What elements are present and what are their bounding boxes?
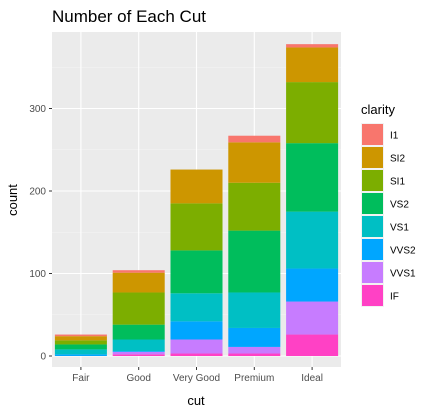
bar-segment-vs1-ideal <box>286 211 339 269</box>
legend: clarity I1 SI2 SI1 VS2 VS1 VVS2 VVS1 IF <box>361 102 416 307</box>
legend-title: clarity <box>361 102 395 117</box>
bar-segment-vvs2-premium <box>228 327 281 347</box>
bars <box>54 44 339 356</box>
legend-key-vvs1 <box>362 262 383 283</box>
x-tick-label: Premium <box>234 373 274 384</box>
bar-segment-vvs1-ideal <box>286 301 339 335</box>
legend-label-vvs2: VVS2 <box>390 246 416 257</box>
legend-label-vs1: VS1 <box>390 223 409 234</box>
y-axis-title: count <box>5 184 20 216</box>
legend-key-i1 <box>362 124 383 145</box>
bar-segment-vs1-fair <box>54 349 107 355</box>
bar-segment-si2-premium <box>228 142 281 183</box>
bar-segment-vvs1-good <box>112 351 165 355</box>
bar-segment-if-premium <box>228 353 281 356</box>
y-tick-label: 200 <box>29 187 46 198</box>
bar-segment-si1-premium <box>228 182 281 231</box>
y-tick-label: 300 <box>29 104 46 115</box>
legend-key-vvs2 <box>362 239 383 260</box>
bar-segment-i1-premium <box>228 135 281 143</box>
x-tick-label: Good <box>126 373 150 384</box>
bar-segment-si1-good <box>112 292 165 325</box>
legend-label-if: IF <box>390 292 399 303</box>
legend-key-if <box>362 285 383 306</box>
bar-segment-vvs2-very-good <box>170 321 223 340</box>
bar-segment-if-very-good <box>170 353 223 356</box>
bar-segment-vs1-premium <box>228 292 281 328</box>
bar-segment-si1-fair <box>54 340 107 345</box>
bar-segment-si2-good <box>112 272 165 293</box>
bar-segment-vs2-premium <box>228 230 281 293</box>
x-tick-label: Very Good <box>173 373 220 384</box>
legend-key-si1 <box>362 170 383 191</box>
y-axis: 0 100 200 300 <box>29 104 52 363</box>
y-tick-label: 0 <box>40 352 46 363</box>
bar-segment-vvs1-very-good <box>170 339 223 354</box>
x-axis: Fair Good Very Good Premium Ideal <box>72 367 323 384</box>
legend-label-i1: I1 <box>390 131 399 142</box>
bar-segment-vs1-very-good <box>170 293 223 322</box>
legend-key-si2 <box>362 147 383 168</box>
bar-segment-if-good <box>112 354 165 356</box>
bar-segment-si1-very-good <box>170 203 223 251</box>
legend-label-si1: SI1 <box>390 177 405 188</box>
bar-segment-si1-ideal <box>286 82 339 144</box>
bar-segment-if-ideal <box>286 334 339 356</box>
bar-segment-vs2-fair <box>54 344 107 350</box>
legend-key-vs1 <box>362 216 383 237</box>
bar-segment-vvs1-premium <box>228 346 281 354</box>
bar-segment-vs2-good <box>112 324 165 340</box>
x-tick-label: Fair <box>72 373 90 384</box>
x-tick-label: Ideal <box>301 373 323 384</box>
bar-segment-i1-ideal <box>286 44 339 48</box>
legend-label-si2: SI2 <box>390 154 405 165</box>
bar-segment-i1-good <box>112 270 165 273</box>
bar-segment-vvs2-fair <box>54 354 107 356</box>
bar-segment-vs1-good <box>112 339 165 352</box>
bar-segment-si2-very-good <box>170 169 223 204</box>
legend-label-vs2: VS2 <box>390 200 409 211</box>
bar-segment-vs2-very-good <box>170 250 223 294</box>
chart-title: Number of Each Cut <box>52 7 206 26</box>
bar-segment-si2-fair <box>54 336 107 341</box>
bar-segment-i1-fair <box>54 334 107 337</box>
bar-segment-si2-ideal <box>286 47 339 83</box>
bar-segment-vvs2-good <box>112 351 165 352</box>
bar-segment-vs2-ideal <box>286 143 339 212</box>
x-axis-title: cut <box>187 393 205 408</box>
legend-key-vs2 <box>362 193 383 214</box>
bar-segment-vvs2-ideal <box>286 268 339 302</box>
y-tick-label: 100 <box>29 269 46 280</box>
legend-label-vvs1: VVS1 <box>390 269 416 280</box>
